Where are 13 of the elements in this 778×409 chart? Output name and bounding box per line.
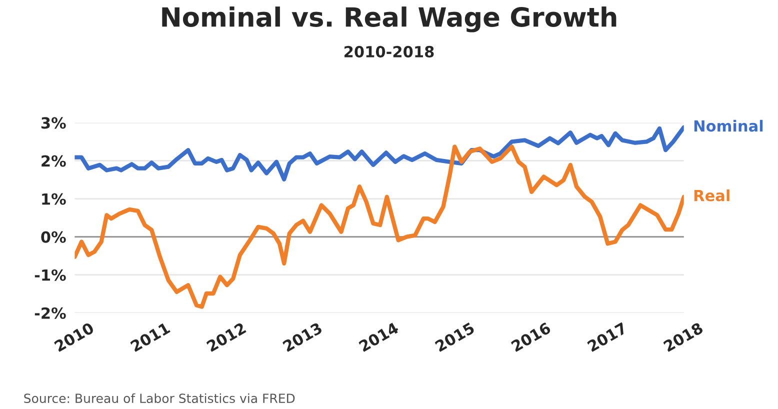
series-label: Nominal — [694, 120, 763, 132]
y-tick-label: 0% — [41, 231, 66, 243]
source-note: Source: Bureau of Labor Statistics via FRED — [24, 393, 295, 404]
y-tick-label: -1% — [34, 269, 66, 281]
line-series — [74, 144, 684, 309]
y-tick-label: 1% — [42, 193, 66, 205]
line-series — [74, 125, 684, 182]
chart-title: Nominal vs. Real Wage Growth — [162, 6, 616, 32]
y-tick-label: 3% — [41, 117, 66, 129]
series-label: Real — [694, 189, 730, 202]
y-tick-label: 2% — [42, 155, 66, 167]
chart-subtitle: 2010-2018 — [344, 46, 434, 58]
y-tick-label: -2% — [34, 307, 66, 319]
